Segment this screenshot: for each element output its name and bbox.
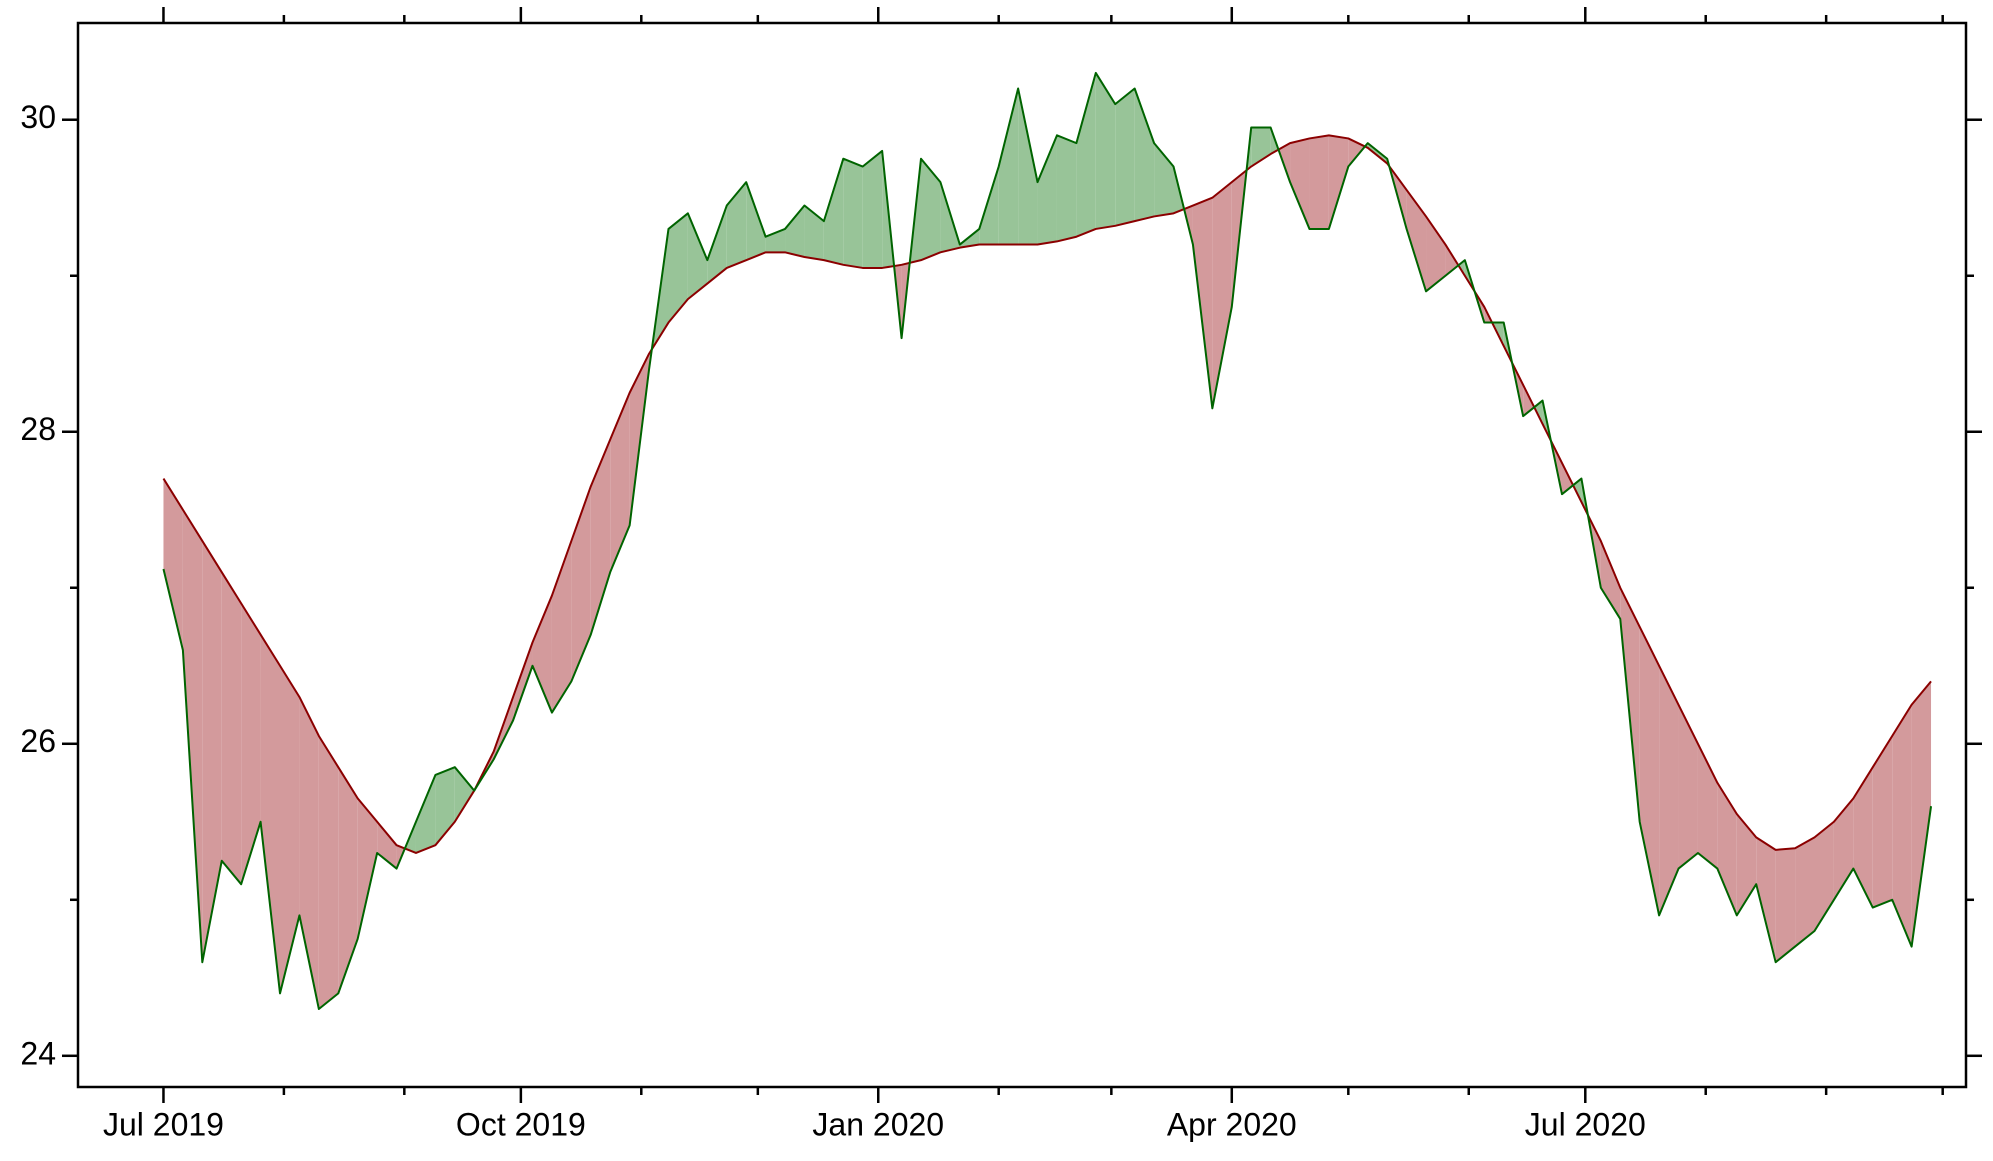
fill-area [532,595,552,713]
fill-area [1833,798,1854,900]
fill-area [454,767,475,822]
fill-area [726,182,747,268]
y-tick-label: 24 [20,1035,56,1071]
fill-area [687,213,708,300]
y-tick-label: 26 [20,723,56,759]
fill-area [862,150,883,268]
fill-area [1717,782,1737,916]
fill-area [1911,681,1932,947]
fill-area [823,158,844,265]
fill-area [280,665,300,994]
line [162,134,1932,854]
fill-area [513,642,533,721]
fill-area [998,88,1019,245]
fill-area [1134,88,1155,222]
fill-area [1775,848,1796,963]
fill-area [1600,540,1621,619]
fill-area [318,735,339,1009]
fill-area [241,603,261,885]
fill-area [1328,135,1349,229]
x-tick-label: Jan 2020 [812,1106,944,1142]
fill-area [765,228,786,253]
fill-area [1814,821,1834,931]
fill-area [1076,72,1096,237]
fill-area [221,572,242,885]
fills [163,72,1932,1009]
x-tick-label: Jul 2020 [1525,1106,1646,1142]
fill-area [843,158,863,268]
fill-area [357,798,378,939]
fill-area [920,158,941,261]
fill-area [1426,216,1446,292]
y-tick-label: 28 [20,411,56,447]
fill-area [1659,665,1679,916]
fill-area [299,696,319,1009]
fill-area [338,767,358,994]
fill-area [415,774,436,853]
fill-area [1853,767,1873,908]
fill-area [1872,735,1893,908]
fill-area [202,540,222,963]
fill-area [182,509,203,963]
fill-area [979,166,999,245]
fill-area [1406,189,1427,292]
fill-area [1756,837,1776,963]
fill-area [668,213,688,323]
fill-area [1678,704,1698,869]
fill-area [1056,135,1077,242]
fill-area [1290,138,1310,229]
fill-area [571,486,591,682]
fill-area [1095,72,1116,229]
x-tick-label: Jul 2019 [103,1106,224,1142]
fill-area [804,205,824,261]
fill-area [1736,813,1757,916]
fill-area [610,392,630,573]
fill-area [746,182,766,261]
fill-area [1192,197,1213,409]
fill-area [1892,704,1912,947]
fill-area [163,478,183,651]
fill-area [1037,135,1057,245]
fill-area [1115,88,1135,226]
x-tick-label: Apr 2020 [1167,1106,1297,1142]
fill-area [1018,88,1038,245]
fill-area [785,205,805,258]
fill-area [435,767,455,846]
fill-area [1309,135,1329,229]
y-tick-label: 30 [20,99,56,135]
lines [162,71,1933,1010]
fill-area [260,634,281,994]
line [162,71,1933,1010]
fill-area [1795,837,1815,947]
fill-area [1212,182,1232,409]
frame [76,21,1968,1089]
x-tick-label: Oct 2019 [456,1106,586,1142]
fill-area [707,205,727,284]
